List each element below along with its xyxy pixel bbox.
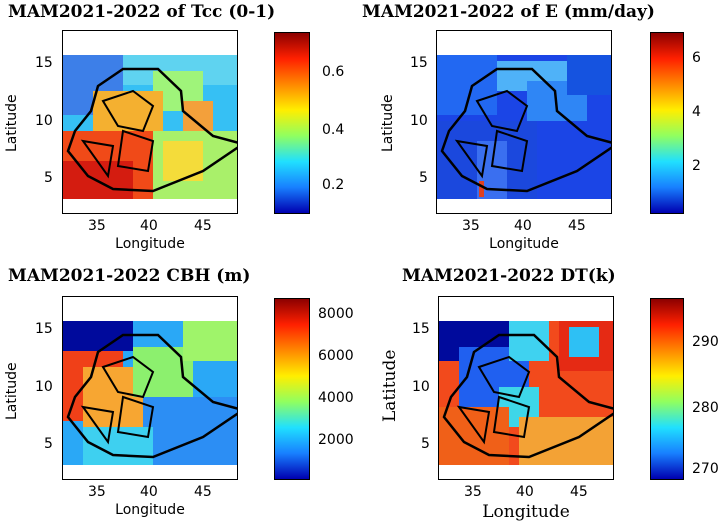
panel4-xtick: 40: [516, 484, 534, 500]
panel1-ytick: 5: [44, 170, 53, 186]
panel2-ytick: 5: [419, 170, 428, 186]
panel3-colorbar: [274, 298, 310, 480]
panel3-cbtick: 8000: [318, 306, 354, 322]
panel1-ylabel: Latitude: [4, 94, 20, 152]
panel1-ytick: 15: [35, 55, 53, 71]
panel3-xtick: 40: [140, 484, 158, 500]
panel4-map: [438, 296, 614, 480]
panel1-cbtick: 0.2: [322, 177, 345, 193]
panel1-map: [62, 30, 238, 214]
panel1-colorbar: [274, 32, 310, 214]
panel2-ytick: 15: [410, 55, 428, 71]
panel3-ytick: 15: [35, 321, 53, 337]
panel3-cbtick: 4000: [318, 390, 354, 406]
panel4-cbtick: 270: [692, 461, 719, 477]
panel4-colorbar: [650, 298, 684, 480]
panel3-title: MAM2021-2022 CBH (m): [8, 266, 251, 286]
panel4-cbtick: 290: [692, 334, 719, 350]
panel3-cbtick: 2000: [318, 432, 354, 448]
panel3-cbtick: 6000: [318, 348, 354, 364]
panel4-ytick: 15: [412, 321, 430, 337]
panel2-ytick: 10: [410, 113, 428, 129]
panel3-ytick: 5: [44, 436, 53, 452]
panel1-title: MAM2021-2022 of Tcc (0-1): [8, 2, 276, 22]
panel3-map: [62, 296, 238, 480]
panel3-ytick: 10: [35, 379, 53, 395]
panel4-ytick: 10: [412, 379, 430, 395]
panel1-xtick: 40: [140, 218, 158, 234]
panel4-cbtick: 280: [692, 400, 719, 416]
panel1-ytick: 10: [35, 113, 53, 129]
panel1-cbtick: 0.4: [322, 122, 345, 138]
panel3-xtick: 35: [88, 484, 106, 500]
panel2-map: [436, 30, 612, 214]
panel2-ylabel: Latitude: [380, 94, 396, 152]
panel2-title: MAM2021-2022 of E (mm/day): [362, 2, 655, 22]
panel2-cbtick: 2: [692, 158, 701, 174]
panel4-xtick: 35: [464, 484, 482, 500]
panel1-xtick: 35: [88, 218, 106, 234]
panel2-xtick: 40: [514, 218, 532, 234]
panel2-xtick: 45: [568, 218, 586, 234]
panel1-cbtick: 0.6: [322, 64, 345, 80]
panel2-xlabel: Longitude: [489, 236, 559, 252]
panel4-title: MAM2021-2022 DT(k): [402, 266, 616, 286]
panel2-xtick: 35: [462, 218, 480, 234]
panel4-ytick: 5: [421, 436, 430, 452]
panel1-xlabel: Longitude: [115, 236, 185, 252]
panel3-xlabel: Longitude: [115, 502, 185, 518]
panel2-cbtick: 4: [692, 104, 701, 120]
panel4-xlabel: Longitude: [482, 502, 570, 522]
panel3-ylabel: Latitude: [4, 362, 20, 420]
panel4-ylabel: Latitude: [380, 349, 400, 422]
panel1-xtick: 45: [194, 218, 212, 234]
panel3-xtick: 45: [194, 484, 212, 500]
panel4-xtick: 45: [570, 484, 588, 500]
panel2-cbtick: 6: [692, 50, 701, 66]
panel2-colorbar: [650, 32, 684, 214]
